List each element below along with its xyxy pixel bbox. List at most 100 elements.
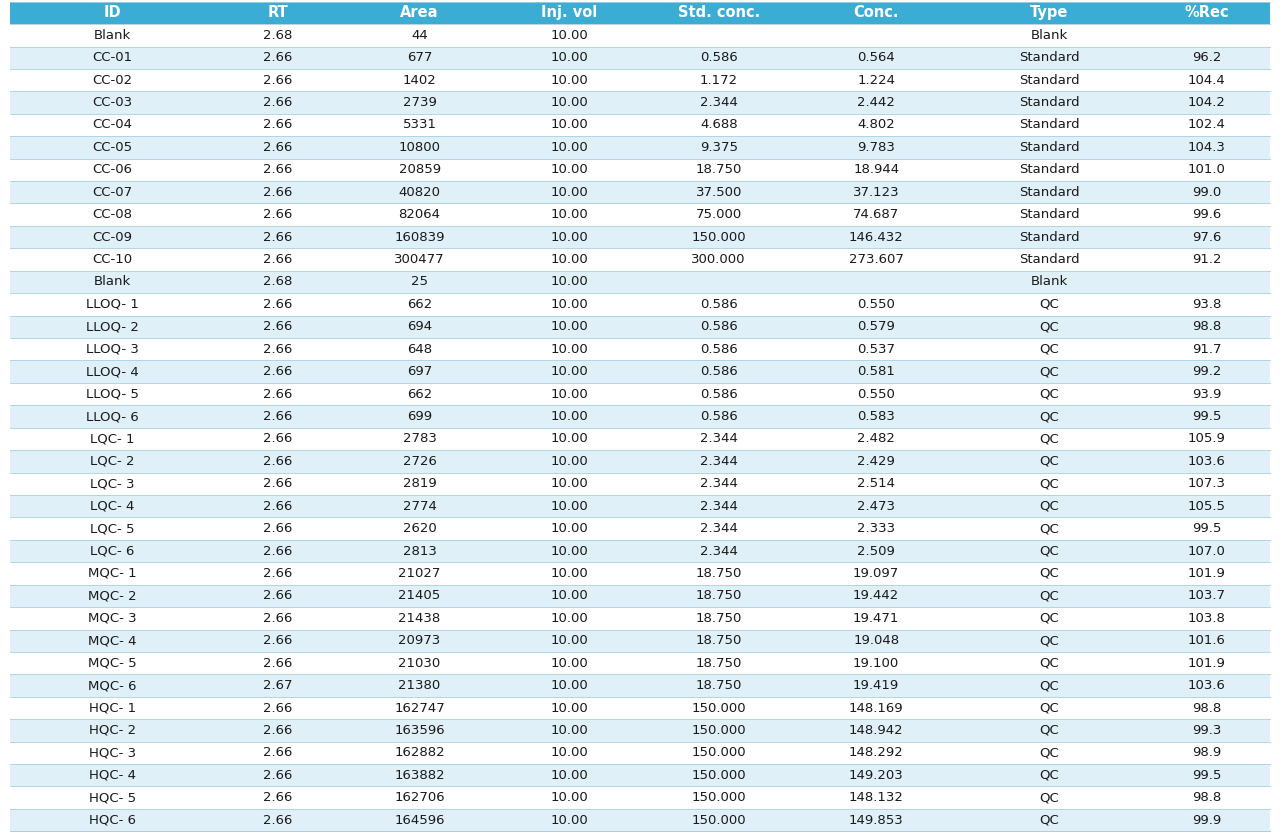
Text: 2.344: 2.344 bbox=[700, 96, 737, 109]
Text: Standard: Standard bbox=[1019, 73, 1079, 87]
Text: 105.9: 105.9 bbox=[1188, 432, 1226, 446]
Text: 10.00: 10.00 bbox=[550, 276, 588, 288]
Text: MQC- 2: MQC- 2 bbox=[88, 590, 137, 602]
Text: Standard: Standard bbox=[1019, 51, 1079, 64]
Text: 19.442: 19.442 bbox=[852, 590, 900, 602]
Text: LLOQ- 5: LLOQ- 5 bbox=[86, 387, 140, 401]
Text: 697: 697 bbox=[407, 365, 433, 378]
Text: 25: 25 bbox=[411, 276, 428, 288]
Text: QC: QC bbox=[1039, 342, 1060, 356]
Bar bbox=[10, 47, 1270, 69]
Text: 93.8: 93.8 bbox=[1192, 298, 1221, 311]
Text: 20973: 20973 bbox=[398, 634, 440, 647]
Text: 99.2: 99.2 bbox=[1192, 365, 1221, 378]
Bar bbox=[10, 427, 1270, 450]
Text: 98.8: 98.8 bbox=[1192, 321, 1221, 333]
Text: 20859: 20859 bbox=[398, 163, 440, 177]
Text: 18.750: 18.750 bbox=[695, 567, 742, 580]
Text: 93.9: 93.9 bbox=[1192, 387, 1221, 401]
Text: HQC- 2: HQC- 2 bbox=[90, 724, 136, 737]
Text: 2.66: 2.66 bbox=[264, 342, 293, 356]
Text: MQC- 6: MQC- 6 bbox=[88, 679, 137, 692]
Text: 99.5: 99.5 bbox=[1192, 769, 1221, 782]
Text: MQC- 4: MQC- 4 bbox=[88, 634, 137, 647]
Bar bbox=[10, 137, 1270, 158]
Text: MQC- 5: MQC- 5 bbox=[88, 656, 137, 670]
Text: 2.66: 2.66 bbox=[264, 387, 293, 401]
Text: %Rec: %Rec bbox=[1184, 5, 1229, 20]
Text: Blank: Blank bbox=[1030, 29, 1068, 42]
Text: 10.00: 10.00 bbox=[550, 545, 588, 557]
Text: 2.67: 2.67 bbox=[264, 679, 293, 692]
Text: 104.2: 104.2 bbox=[1188, 96, 1226, 109]
Text: 164596: 164596 bbox=[394, 814, 445, 826]
Text: 10.00: 10.00 bbox=[550, 814, 588, 826]
Text: 0.583: 0.583 bbox=[858, 410, 895, 423]
Text: 2739: 2739 bbox=[403, 96, 436, 109]
Bar bbox=[10, 271, 1270, 293]
Text: HQC- 1: HQC- 1 bbox=[90, 701, 136, 715]
Bar bbox=[10, 517, 1270, 540]
Text: 163882: 163882 bbox=[394, 769, 445, 782]
Text: 10.00: 10.00 bbox=[550, 298, 588, 311]
Text: 37.123: 37.123 bbox=[852, 186, 900, 199]
Text: QC: QC bbox=[1039, 701, 1060, 715]
Text: 10.00: 10.00 bbox=[550, 51, 588, 64]
Text: 18.750: 18.750 bbox=[695, 163, 742, 177]
Text: 0.550: 0.550 bbox=[858, 387, 895, 401]
Text: 0.586: 0.586 bbox=[700, 365, 737, 378]
Text: 21438: 21438 bbox=[398, 611, 440, 625]
Bar bbox=[10, 472, 1270, 495]
Text: LLOQ- 6: LLOQ- 6 bbox=[86, 410, 140, 423]
Text: 96.2: 96.2 bbox=[1192, 51, 1221, 64]
Text: 104.3: 104.3 bbox=[1188, 141, 1226, 154]
Bar bbox=[10, 585, 1270, 607]
Text: 18.750: 18.750 bbox=[695, 611, 742, 625]
Text: CC-01: CC-01 bbox=[92, 51, 133, 64]
Text: QC: QC bbox=[1039, 679, 1060, 692]
Text: 103.8: 103.8 bbox=[1188, 611, 1226, 625]
Bar bbox=[10, 741, 1270, 764]
Text: 0.586: 0.586 bbox=[700, 298, 737, 311]
Text: CC-03: CC-03 bbox=[92, 96, 133, 109]
Text: 10.00: 10.00 bbox=[550, 29, 588, 42]
Text: 0.537: 0.537 bbox=[858, 342, 895, 356]
Text: 0.586: 0.586 bbox=[700, 410, 737, 423]
Text: 2.66: 2.66 bbox=[264, 545, 293, 557]
Bar bbox=[10, 226, 1270, 248]
Bar bbox=[10, 719, 1270, 741]
Text: 21027: 21027 bbox=[398, 567, 440, 580]
Text: 105.5: 105.5 bbox=[1188, 500, 1226, 512]
Text: Standard: Standard bbox=[1019, 118, 1079, 132]
Text: 101.6: 101.6 bbox=[1188, 634, 1226, 647]
Text: 10.00: 10.00 bbox=[550, 769, 588, 782]
Bar bbox=[10, 495, 1270, 517]
Text: 10.00: 10.00 bbox=[550, 701, 588, 715]
Bar bbox=[10, 158, 1270, 181]
Text: 18.750: 18.750 bbox=[695, 634, 742, 647]
Text: 0.579: 0.579 bbox=[858, 321, 895, 333]
Text: 99.3: 99.3 bbox=[1192, 724, 1221, 737]
Text: QC: QC bbox=[1039, 455, 1060, 468]
Text: 2.442: 2.442 bbox=[858, 96, 895, 109]
Bar bbox=[10, 809, 1270, 831]
Text: 662: 662 bbox=[407, 298, 433, 311]
Text: QC: QC bbox=[1039, 387, 1060, 401]
Text: 21405: 21405 bbox=[398, 590, 440, 602]
Text: QC: QC bbox=[1039, 522, 1060, 535]
Bar bbox=[10, 406, 1270, 427]
Text: Standard: Standard bbox=[1019, 231, 1079, 243]
Text: 19.048: 19.048 bbox=[852, 634, 900, 647]
Text: QC: QC bbox=[1039, 590, 1060, 602]
Text: QC: QC bbox=[1039, 477, 1060, 491]
Text: 2.66: 2.66 bbox=[264, 186, 293, 199]
Text: 694: 694 bbox=[407, 321, 433, 333]
Text: 10.00: 10.00 bbox=[550, 432, 588, 446]
Text: LQC- 3: LQC- 3 bbox=[91, 477, 134, 491]
Text: 1.224: 1.224 bbox=[858, 73, 895, 87]
Text: 104.4: 104.4 bbox=[1188, 73, 1226, 87]
Text: 150.000: 150.000 bbox=[691, 701, 746, 715]
Text: CC-02: CC-02 bbox=[92, 73, 133, 87]
Text: LLOQ- 4: LLOQ- 4 bbox=[86, 365, 140, 378]
Bar bbox=[10, 630, 1270, 652]
